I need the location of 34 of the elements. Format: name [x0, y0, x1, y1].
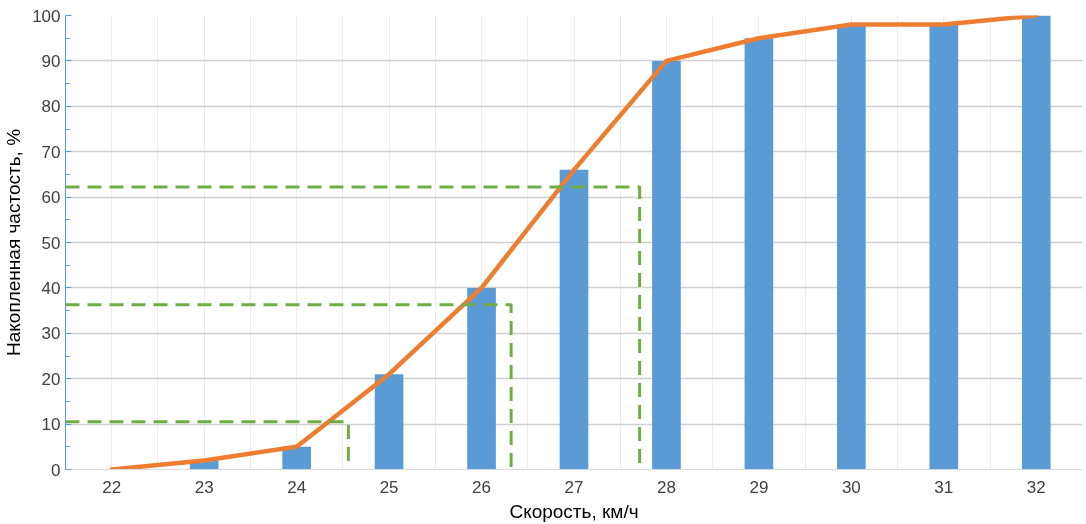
x-tick-label: 23 [194, 477, 214, 497]
x-tick-label: 32 [1026, 477, 1046, 497]
y-tick-label: 20 [41, 369, 61, 389]
x-tick-label: 22 [102, 477, 122, 497]
x-tick-label: 24 [287, 477, 307, 497]
x-tick-label: 30 [841, 477, 861, 497]
bar [559, 169, 589, 470]
y-tick-label: 60 [41, 188, 61, 208]
bar [1021, 15, 1051, 470]
y-tick-label: 40 [41, 278, 61, 298]
bar [837, 24, 866, 470]
bar [929, 24, 959, 470]
x-axis-title: Скорость, км/ч [509, 500, 639, 522]
x-tick-label: 28 [657, 477, 676, 497]
y-tick-label: 80 [41, 97, 61, 117]
bar [374, 374, 404, 470]
x-tick-label: 25 [379, 477, 399, 497]
line-series [109, 15, 1039, 470]
bar [467, 287, 496, 470]
y-tick-label: 90 [41, 51, 61, 71]
x-tick-label: 31 [934, 477, 954, 497]
bar [652, 60, 681, 470]
y-tick-label: 0 [51, 460, 61, 480]
bar [282, 446, 311, 470]
y-tick-label: 30 [41, 324, 61, 344]
y-tick-label: 100 [32, 6, 61, 26]
y-tick-label: 70 [41, 142, 61, 162]
x-tick-label: 27 [564, 477, 584, 497]
bar [744, 38, 774, 470]
x-tick-label: 26 [472, 477, 492, 497]
y-tick-label: 10 [41, 415, 61, 435]
y-axis-title: Накопленная частость, % [3, 128, 25, 357]
x-tick-label: 29 [749, 477, 769, 497]
y-tick-label: 50 [41, 233, 61, 253]
